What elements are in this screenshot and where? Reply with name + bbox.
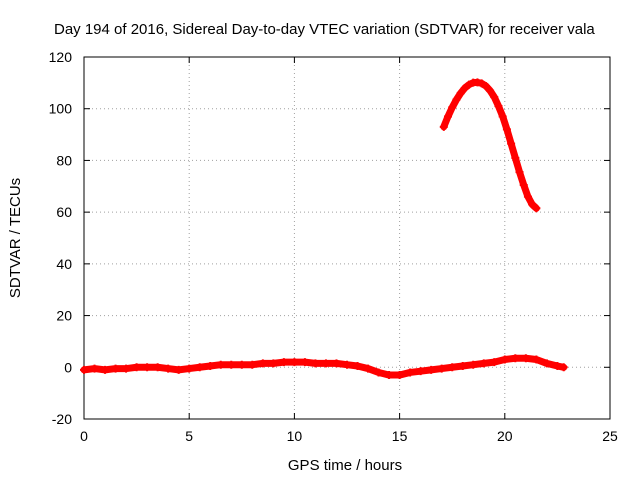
data-point xyxy=(385,371,394,380)
data-point xyxy=(523,192,532,201)
data-point xyxy=(511,153,520,162)
x-tick-label: 20 xyxy=(497,428,513,444)
y-tick-labels: -20 0 20 40 60 80 100 120 xyxy=(49,49,73,427)
data-point xyxy=(416,367,425,376)
data-point xyxy=(437,364,446,373)
data-point xyxy=(195,363,204,372)
data-point xyxy=(132,363,141,372)
y-tick-label: 20 xyxy=(56,308,72,324)
data-point xyxy=(443,112,452,121)
data-point xyxy=(481,81,490,90)
data-point xyxy=(511,354,520,363)
data-point xyxy=(532,204,541,213)
series-trace xyxy=(440,78,540,212)
data-point xyxy=(502,125,511,134)
y-tick-label: 0 xyxy=(64,359,72,375)
data-point xyxy=(559,363,568,372)
data-series xyxy=(80,78,568,380)
x-tick-label: 10 xyxy=(287,428,303,444)
axis-ticks xyxy=(83,56,611,420)
series-arc xyxy=(439,78,541,213)
x-tick-label: 15 xyxy=(392,428,408,444)
data-point xyxy=(494,102,503,111)
data-point xyxy=(248,360,257,369)
data-point xyxy=(456,89,465,98)
data-point xyxy=(515,168,524,177)
chart-title: Day 194 of 2016, Sidereal Day-to-day VTE… xyxy=(54,21,595,38)
data-point xyxy=(465,80,474,89)
data-point xyxy=(528,200,537,209)
data-point xyxy=(164,364,173,373)
data-point xyxy=(237,360,246,369)
plot-frame xyxy=(83,56,611,420)
data-point xyxy=(439,122,448,131)
y-tick-label: -20 xyxy=(52,411,72,427)
data-point xyxy=(553,361,562,370)
data-point xyxy=(90,364,99,373)
data-point xyxy=(321,359,330,368)
x-axis-label: GPS time / hours xyxy=(288,457,402,474)
data-point xyxy=(216,360,225,369)
x-tick-labels: 0 5 10 15 20 25 xyxy=(80,428,618,444)
y-tick-label: 80 xyxy=(56,152,72,168)
data-point xyxy=(498,112,507,121)
data-point xyxy=(477,79,486,88)
data-point xyxy=(258,359,267,368)
data-point xyxy=(143,363,152,372)
data-point xyxy=(174,365,183,374)
data-point xyxy=(332,359,341,368)
data-point xyxy=(311,359,320,368)
data-point xyxy=(353,361,362,370)
x-tick-label: 5 xyxy=(185,428,193,444)
data-point xyxy=(473,78,482,87)
data-point xyxy=(300,358,309,367)
data-point xyxy=(269,359,278,368)
data-point xyxy=(490,93,499,102)
data-point xyxy=(448,363,457,372)
y-tick-label: 120 xyxy=(49,49,73,65)
data-point xyxy=(111,364,120,373)
data-point xyxy=(521,354,530,363)
data-point xyxy=(532,355,541,364)
data-point xyxy=(490,358,499,367)
data-point xyxy=(122,364,131,373)
data-point xyxy=(406,368,415,377)
data-point xyxy=(395,371,404,380)
data-point xyxy=(374,368,383,377)
data-point xyxy=(343,360,351,369)
data-point xyxy=(469,360,478,369)
data-point xyxy=(153,363,162,372)
data-point xyxy=(227,360,236,369)
data-point xyxy=(479,359,488,368)
data-point xyxy=(101,365,110,374)
series-near-zero xyxy=(80,354,568,380)
x-tick-label: 0 xyxy=(80,428,88,444)
data-point xyxy=(452,95,461,104)
data-point xyxy=(507,139,516,148)
y-tick-label: 60 xyxy=(56,204,72,220)
data-point xyxy=(542,359,551,368)
data-point xyxy=(448,103,457,112)
data-point xyxy=(279,358,288,367)
data-point xyxy=(427,365,436,374)
x-tick-label: 25 xyxy=(602,428,618,444)
data-point xyxy=(364,364,373,373)
data-point xyxy=(206,361,215,370)
y-axis-label: SDTVAR / TECUs xyxy=(7,178,24,298)
y-tick-label: 40 xyxy=(56,256,72,272)
data-point xyxy=(458,361,467,370)
data-point xyxy=(185,364,194,373)
y-tick-label: 100 xyxy=(49,101,73,117)
data-point xyxy=(500,355,509,364)
data-point xyxy=(486,86,495,95)
data-point xyxy=(460,84,469,93)
data-point xyxy=(80,365,88,374)
data-point xyxy=(519,180,528,189)
data-point xyxy=(290,358,299,367)
